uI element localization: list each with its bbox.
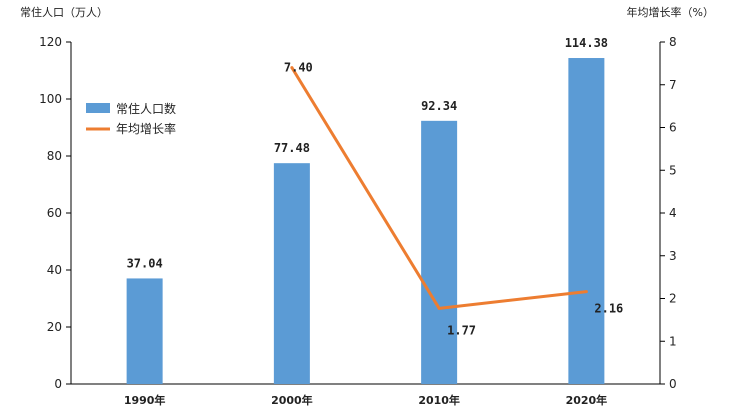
bar-value-label: 37.04 (127, 256, 163, 270)
line-series (290, 66, 588, 310)
category-labels: 1990年 2000年 2010年 2020年 (124, 393, 607, 407)
bar-value-label: 92.34 (421, 99, 457, 113)
category-label: 2020年 (566, 393, 608, 407)
right-tick-label: 3 (669, 249, 677, 263)
left-tick-label: 120 (39, 35, 62, 49)
bar-series (126, 58, 605, 385)
legend-label-line: 年均增长率 (116, 121, 176, 136)
right-tick-label: 8 (669, 35, 677, 49)
bar-value-label: 114.38 (565, 36, 608, 50)
left-axis-title: 常住人口（万人） (20, 5, 108, 19)
legend-label-bar: 常住人口数 (116, 101, 176, 116)
line-point (437, 306, 441, 310)
line-data-labels: 7.40 1.77 2.16 (284, 61, 623, 338)
right-tick-label: 4 (669, 206, 677, 220)
line-value-label: 1.77 (447, 323, 476, 337)
left-tick-label: 60 (47, 206, 62, 220)
category-label: 2000年 (271, 393, 313, 407)
right-tick-label: 2 (669, 292, 677, 306)
left-tick-label: 80 (47, 149, 62, 163)
line-value-label: 2.16 (594, 302, 623, 316)
bar (421, 120, 458, 385)
category-label: 1990年 (124, 393, 166, 407)
right-axis-title: 年均增长率（%） (627, 5, 714, 19)
right-tick-label: 7 (669, 78, 677, 92)
right-axis-ticks: 0 1 2 3 4 5 6 7 8 (660, 35, 677, 391)
bar-value-label: 77.48 (274, 141, 310, 155)
legend-swatch-bar (86, 103, 110, 113)
left-axis-ticks: 0 20 40 60 80 100 120 (39, 35, 71, 391)
bar (568, 58, 605, 384)
bar (126, 278, 163, 384)
right-tick-label: 0 (669, 377, 677, 391)
right-tick-label: 1 (669, 334, 677, 348)
left-tick-label: 0 (54, 377, 62, 391)
left-tick-label: 100 (39, 92, 62, 106)
right-tick-label: 5 (669, 163, 677, 177)
right-tick-label: 6 (669, 121, 677, 135)
line-point (290, 66, 294, 70)
line-point (584, 290, 588, 294)
bar (273, 163, 310, 384)
line-value-label: 7.40 (284, 61, 313, 75)
bar-data-labels: 37.04 77.48 92.34 114.38 (127, 36, 608, 270)
left-tick-label: 20 (47, 320, 62, 334)
category-label: 2010年 (418, 393, 460, 407)
left-tick-label: 40 (47, 263, 62, 277)
legend: 常住人口数 年均增长率 (86, 101, 176, 136)
